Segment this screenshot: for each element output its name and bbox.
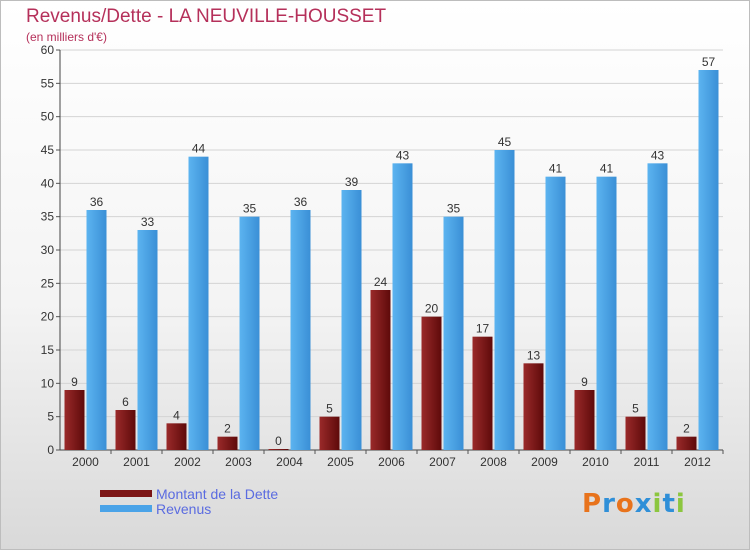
bar-dette — [421, 316, 442, 450]
y-tick-label: 40 — [41, 176, 55, 190]
data-label-revenus: 36 — [90, 195, 104, 209]
data-label-revenus: 57 — [702, 55, 716, 69]
data-label-revenus: 36 — [294, 195, 308, 209]
bar-revenus — [137, 230, 158, 450]
data-label-revenus: 44 — [192, 142, 206, 156]
bar-dette — [625, 416, 646, 450]
y-tick-label: 35 — [41, 210, 55, 224]
data-label-dette: 6 — [122, 395, 129, 409]
logo-letter: r — [602, 489, 616, 519]
data-label-dette: 20 — [425, 302, 439, 316]
bar-revenus — [341, 190, 362, 450]
data-label-revenus: 41 — [549, 162, 563, 176]
bar-dette — [268, 449, 289, 450]
y-tick-label: 10 — [41, 376, 55, 390]
logo-letter: x — [634, 489, 653, 519]
data-label-revenus: 35 — [447, 202, 461, 216]
x-tick-label: 2000 — [72, 455, 99, 469]
data-label-revenus: 41 — [600, 162, 614, 176]
data-label-revenus: 33 — [141, 215, 155, 229]
logo-letter: i — [675, 489, 686, 519]
bar-dette — [166, 423, 187, 450]
bar-revenus — [494, 150, 515, 450]
y-tick-label: 45 — [41, 143, 55, 157]
data-label-dette: 17 — [476, 322, 490, 336]
bar-revenus — [188, 156, 209, 450]
bar-dette — [64, 390, 85, 450]
x-tick-label: 2012 — [684, 455, 711, 469]
bar-revenus — [545, 176, 566, 450]
data-label-dette: 4 — [173, 408, 180, 422]
data-label-dette: 13 — [527, 348, 541, 362]
legend-swatch-revenus — [100, 505, 152, 512]
x-tick-label: 2004 — [276, 455, 303, 469]
x-tick-label: 2002 — [174, 455, 201, 469]
bar-revenus — [596, 176, 617, 450]
bar-revenus — [698, 70, 719, 450]
y-tick-label: 25 — [41, 276, 55, 290]
y-tick-label: 60 — [41, 43, 55, 57]
bar-revenus — [392, 163, 413, 451]
data-label-revenus: 39 — [345, 175, 359, 189]
data-label-dette: 0 — [275, 434, 282, 448]
data-label-dette: 2 — [683, 422, 690, 436]
legend-swatch-dette — [100, 490, 152, 497]
data-label-dette: 2 — [224, 422, 231, 436]
bar-dette — [676, 436, 697, 450]
proxiti-logo: Proxiti — [582, 489, 686, 519]
logo-letter: i — [652, 489, 663, 519]
data-label-dette: 24 — [374, 275, 388, 289]
x-tick-label: 2007 — [429, 455, 456, 469]
data-label-revenus: 43 — [651, 148, 665, 162]
logo-letter: o — [615, 489, 635, 519]
bar-revenus — [290, 210, 311, 450]
x-tick-label: 2006 — [378, 455, 405, 469]
data-label-revenus: 45 — [498, 135, 512, 149]
data-label-dette: 5 — [632, 402, 639, 416]
y-tick-label: 5 — [47, 410, 54, 424]
data-label-revenus: 43 — [396, 148, 410, 162]
y-tick-label: 55 — [41, 76, 55, 90]
data-label-revenus: 35 — [243, 202, 257, 216]
legend-label-revenus: Revenus — [156, 501, 212, 517]
y-tick-label: 0 — [47, 443, 54, 457]
bar-dette — [115, 410, 136, 450]
x-tick-label: 2008 — [480, 455, 507, 469]
x-tick-label: 2001 — [123, 455, 150, 469]
bar-dette — [523, 363, 544, 450]
y-tick-label: 30 — [41, 243, 55, 257]
bar-revenus — [443, 216, 464, 450]
x-tick-label: 2003 — [225, 455, 252, 469]
bar-dette — [370, 290, 391, 450]
bar-revenus — [239, 216, 260, 450]
data-label-dette: 5 — [326, 402, 333, 416]
logo-letter: t — [662, 489, 676, 519]
legend-label-dette: Montant de la Dette — [156, 486, 279, 502]
x-tick-label: 2010 — [582, 455, 609, 469]
x-tick-label: 2005 — [327, 455, 354, 469]
logo-letter: P — [582, 489, 603, 519]
chart-title: Revenus/Dette - LA NEUVILLE-HOUSSET — [26, 6, 387, 27]
bar-revenus — [647, 163, 668, 451]
y-tick-label: 15 — [41, 343, 55, 357]
bar-dette — [574, 390, 595, 450]
bar-dette — [319, 416, 340, 450]
data-label-dette: 9 — [71, 375, 78, 389]
bar-revenus — [86, 210, 107, 450]
x-tick-label: 2011 — [634, 455, 660, 469]
bar-dette — [472, 336, 493, 450]
x-tick-label: 2009 — [531, 455, 558, 469]
bar-dette — [217, 436, 238, 450]
data-label-dette: 9 — [581, 375, 588, 389]
y-tick-label: 50 — [41, 110, 55, 124]
chart-subtitle: (en milliers d'€) — [26, 30, 107, 44]
y-tick-label: 20 — [41, 310, 55, 324]
